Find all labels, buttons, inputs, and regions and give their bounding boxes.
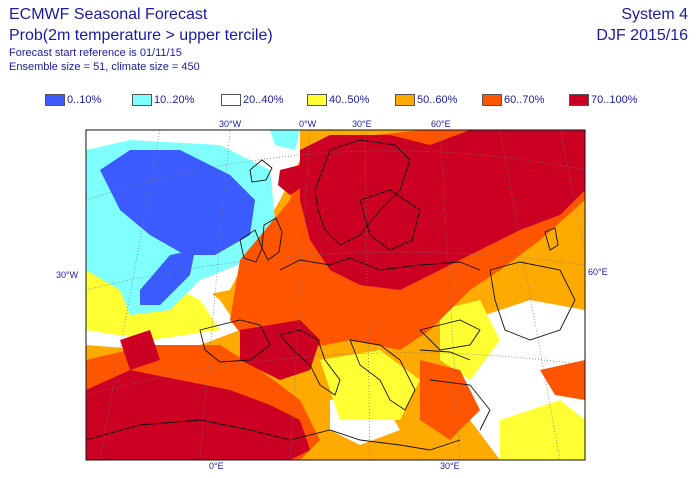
coastlines: [86, 139, 576, 451]
tick-top-4: 60°E: [431, 119, 451, 129]
legend-swatch: [221, 94, 241, 106]
legend-label: 60..70%: [504, 94, 545, 106]
legend-label: 10..20%: [154, 94, 195, 106]
tick-left: 30°W: [56, 270, 79, 280]
tick-bottom-1: 0°E: [209, 461, 224, 471]
ensemble-size-text: Ensemble size = 51, climate size = 450: [9, 61, 200, 73]
season-label: DJF 2015/16: [596, 27, 688, 44]
probability-fill: [86, 130, 585, 460]
graticule: [86, 130, 585, 460]
system-label: System 4: [621, 6, 688, 23]
tick-top-3: 30°E: [352, 119, 372, 129]
map-subtitle: Prob(2m temperature > upper tercile): [9, 27, 273, 44]
legend-label: 0..10%: [67, 94, 102, 106]
legend-label: 20..40%: [243, 94, 284, 106]
legend-swatch: [132, 94, 152, 106]
forecast-start-text: Forecast start reference is 01/11/15: [9, 47, 182, 59]
tick-top-1: 30°W: [219, 119, 242, 129]
tick-top-2: 0°W: [299, 119, 317, 129]
map-title: ECMWF Seasonal Forecast: [9, 6, 208, 23]
legend: 0..10% 10..20% 20..40% 40..50% 50..60% 6…: [45, 93, 685, 107]
tick-right: 60°E: [588, 267, 608, 277]
legend-swatch: [569, 94, 589, 106]
legend-swatch: [482, 94, 502, 106]
map-frame: [85, 129, 586, 461]
legend-label: 70..100%: [591, 94, 638, 106]
legend-label: 50..60%: [417, 94, 458, 106]
legend-swatch: [45, 94, 65, 106]
legend-label: 40..50%: [329, 94, 370, 106]
tick-bottom-2: 30°E: [440, 461, 460, 471]
legend-swatch: [395, 94, 415, 106]
legend-swatch: [307, 94, 327, 106]
